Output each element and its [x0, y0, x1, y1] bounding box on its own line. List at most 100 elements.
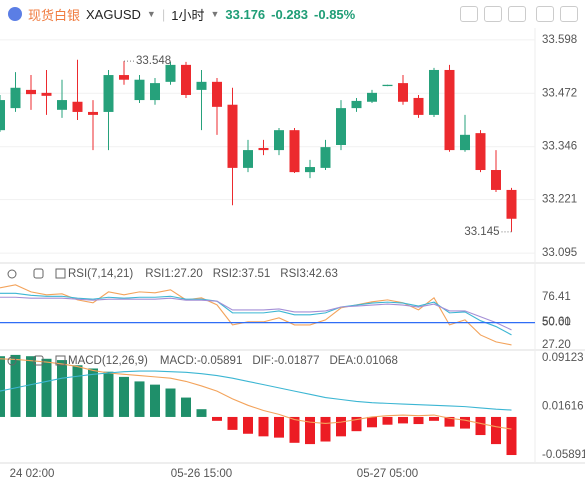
tool-button[interactable] — [536, 6, 554, 22]
histogram-bar — [57, 360, 67, 417]
candle-body — [429, 69, 439, 115]
high-label: 33.548 — [136, 55, 171, 67]
change-pct: -0.85% — [314, 6, 356, 22]
y-tick-label: 27.20 — [542, 339, 571, 351]
candle-body — [491, 170, 501, 190]
toolbar: 现货白银 XAGUSD ▼ | 1小时 ▼ 33.176 -0.283 -0.8… — [0, 0, 585, 28]
dropdown[interactable]: ▼ — [210, 9, 220, 19]
y-tick-label: 33.095 — [542, 247, 577, 259]
histogram-bar — [274, 416, 284, 438]
pane-title: MACD(12,26,9) — [68, 355, 148, 367]
dropdown[interactable]: ▼ — [146, 9, 156, 19]
histogram-bar — [196, 409, 207, 417]
tool-button[interactable] — [560, 6, 578, 22]
candle-body — [398, 83, 408, 102]
collapse-icon — [55, 355, 66, 366]
candle-body — [351, 100, 362, 109]
histogram-bar — [429, 416, 439, 421]
y-tick-label: 0.09123 — [542, 352, 584, 364]
histogram-bar — [41, 358, 52, 417]
candle-body — [227, 104, 238, 168]
candle-body — [72, 101, 83, 112]
histogram-bar — [10, 354, 21, 417]
histogram-bar — [444, 416, 455, 427]
y-tick-label: 33.598 — [542, 34, 577, 46]
candle-body — [413, 97, 424, 115]
candle-body — [336, 108, 346, 145]
x-tick-label: 05-26 15:00 — [171, 468, 232, 480]
histogram-bar — [212, 416, 222, 421]
candle-body — [475, 133, 486, 171]
divider: | — [161, 6, 166, 22]
histogram-bar — [351, 416, 362, 432]
histogram-bar — [258, 416, 269, 437]
x-tick-label: 05-27 05:00 — [357, 468, 418, 480]
y-tick-label: 33.346 — [542, 141, 577, 153]
histogram-bar — [26, 356, 36, 417]
legend-entry: RSI1:27.20 — [145, 268, 203, 280]
histogram-bar — [336, 416, 346, 437]
y-tick-label: 33.221 — [542, 194, 577, 206]
rsi-line — [0, 292, 512, 336]
candle-body — [165, 64, 176, 82]
settings-icon — [33, 268, 44, 279]
price: 33.176 — [225, 6, 266, 22]
y-tick-label: 50.00 — [542, 317, 571, 329]
histogram-bar — [413, 416, 424, 425]
symbol[interactable]: XAGUSD — [86, 6, 141, 22]
candle-body — [444, 69, 455, 151]
candle-body — [10, 87, 21, 109]
macd-line — [0, 370, 512, 411]
histogram-bar — [289, 416, 300, 443]
legend-entry: DIF:-0.01877 — [252, 355, 319, 367]
tool-button[interactable] — [508, 6, 526, 22]
histogram-bar — [0, 356, 5, 417]
settings-icon — [33, 355, 44, 366]
histogram-bar — [150, 384, 160, 417]
y-tick-label: -0.05891 — [542, 449, 585, 461]
candle-body — [367, 92, 377, 102]
candle-body — [103, 75, 114, 112]
candle-body — [212, 81, 222, 107]
candle-body — [119, 75, 129, 80]
y-tick-label: 33.472 — [542, 87, 577, 99]
legend-entry: DEA:0.01068 — [329, 355, 397, 367]
pane-title: RSI(7,14,21) — [68, 268, 133, 280]
y-tick-label: 0.01616 — [542, 401, 584, 413]
candle-body — [196, 81, 207, 90]
histogram-bar — [320, 416, 331, 442]
candle-body — [289, 130, 300, 173]
histogram-bar — [398, 416, 408, 424]
histogram-bar — [475, 416, 486, 436]
histogram-bar — [382, 416, 393, 425]
symbol-name[interactable]: 现货白银 — [28, 7, 81, 23]
histogram-bar — [506, 416, 517, 456]
histogram-bar — [243, 416, 253, 434]
rsi-line — [0, 296, 512, 331]
histogram-bar — [88, 368, 98, 417]
candle-body — [320, 147, 331, 168]
histogram-bar — [227, 416, 238, 430]
candle-body — [26, 89, 36, 95]
macd-line — [0, 358, 512, 430]
y-tick-label: 50.61 — [542, 316, 571, 328]
legend-entry: MACD:-0.05891 — [160, 355, 242, 367]
collapse-icon — [55, 268, 66, 279]
candle-body — [57, 100, 67, 110]
histogram-bar — [305, 416, 315, 445]
tool-button[interactable] — [460, 6, 478, 22]
x-tick-label: 24 02:00 — [10, 468, 55, 480]
candle-body — [0, 100, 5, 131]
candle-body — [243, 150, 253, 168]
histogram-bar — [165, 388, 176, 417]
eye-icon — [7, 356, 17, 366]
histogram-bar — [134, 381, 145, 417]
interval[interactable]: 1小时 — [171, 7, 205, 23]
histogram-bar — [72, 365, 83, 417]
eye-icon — [7, 269, 17, 279]
change: -0.283 — [271, 6, 309, 22]
candle-body — [150, 83, 160, 101]
tool-button[interactable] — [484, 6, 502, 22]
